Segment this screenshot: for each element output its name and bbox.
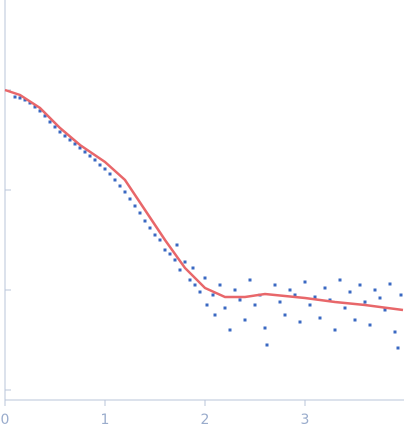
data-point	[118, 184, 122, 188]
data-point	[283, 313, 287, 317]
data-point	[183, 260, 187, 264]
data-point	[363, 300, 367, 304]
data-point	[153, 233, 157, 237]
data-point	[113, 178, 117, 182]
data-point	[193, 283, 197, 287]
data-point	[33, 105, 37, 109]
x-tick-label: 2	[201, 412, 210, 428]
data-point	[233, 288, 237, 292]
data-point	[399, 293, 403, 297]
data-point	[191, 266, 195, 270]
data-point	[38, 109, 42, 113]
data-point	[68, 138, 72, 142]
data-point	[223, 306, 227, 310]
data-point	[73, 142, 77, 146]
data-point	[278, 300, 282, 304]
data-point	[243, 318, 247, 322]
data-point	[173, 258, 177, 262]
data-point	[358, 283, 362, 287]
data-point	[211, 293, 215, 297]
x-tick-label: 3	[301, 412, 310, 428]
data-point	[78, 146, 82, 150]
data-point	[23, 98, 27, 102]
data-point	[343, 306, 347, 310]
data-point	[303, 280, 307, 284]
data-point	[228, 328, 232, 332]
data-point	[168, 252, 172, 256]
data-point	[383, 308, 387, 312]
data-point	[13, 95, 17, 99]
data-point	[323, 286, 327, 290]
data-point	[253, 303, 257, 307]
data-point	[248, 278, 252, 282]
data-point	[103, 167, 107, 171]
data-point	[58, 130, 62, 134]
data-point	[378, 296, 382, 300]
data-point	[18, 96, 22, 100]
data-point	[205, 303, 209, 307]
data-point	[143, 219, 147, 223]
data-point	[373, 288, 377, 292]
data-point	[203, 276, 207, 280]
data-point	[293, 293, 297, 297]
data-point	[263, 326, 267, 330]
data-point	[388, 282, 392, 286]
data-point	[83, 150, 87, 154]
data-point	[98, 163, 102, 167]
data-point	[178, 268, 182, 272]
data-point	[175, 243, 179, 247]
data-point	[318, 316, 322, 320]
fit-line	[4, 88, 404, 312]
data-point	[123, 190, 127, 194]
data-point	[238, 298, 242, 302]
data-point	[308, 303, 312, 307]
data-point	[28, 101, 32, 105]
data-point	[148, 226, 152, 230]
data-point	[313, 295, 317, 299]
data-point	[218, 283, 222, 287]
data-point	[368, 323, 372, 327]
data-point	[198, 290, 202, 294]
data-point	[48, 120, 52, 124]
data-point	[298, 320, 302, 324]
data-point	[338, 278, 342, 282]
data-point	[188, 278, 192, 282]
data-point	[333, 328, 337, 332]
data-point	[63, 134, 67, 138]
data-point	[108, 172, 112, 176]
data-point	[53, 125, 57, 129]
data-point	[273, 283, 277, 287]
data-point	[288, 288, 292, 292]
data-point	[133, 204, 137, 208]
data-point	[213, 313, 217, 317]
data-point	[348, 290, 352, 294]
data-point	[353, 318, 357, 322]
x-tick-label: 1	[101, 412, 110, 428]
data-point	[128, 197, 132, 201]
x-tick-label: 0	[1, 412, 10, 428]
data-point	[396, 346, 400, 350]
data-point	[43, 114, 47, 118]
data-point	[138, 211, 142, 215]
data-point	[393, 330, 397, 334]
data-point	[163, 248, 167, 252]
data-point	[328, 298, 332, 302]
data-point	[158, 238, 162, 242]
data-point	[88, 154, 92, 158]
data-point	[265, 343, 269, 347]
data-point	[93, 158, 97, 162]
